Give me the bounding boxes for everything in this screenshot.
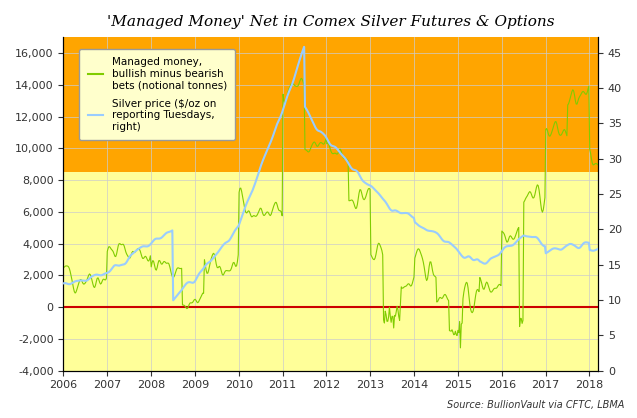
Legend: Managed money,
bullish minus bearish
bets (notional tonnes), Silver price ($/oz : Managed money, bullish minus bearish bet…: [79, 49, 235, 140]
Bar: [63, 172, 598, 371]
Title: 'Managed Money' Net in Comex Silver Futures & Options: 'Managed Money' Net in Comex Silver Futu…: [107, 15, 555, 29]
Bar: [63, 37, 598, 172]
Text: Source: BullionVault via CFTC, LBMA: Source: BullionVault via CFTC, LBMA: [447, 400, 624, 410]
